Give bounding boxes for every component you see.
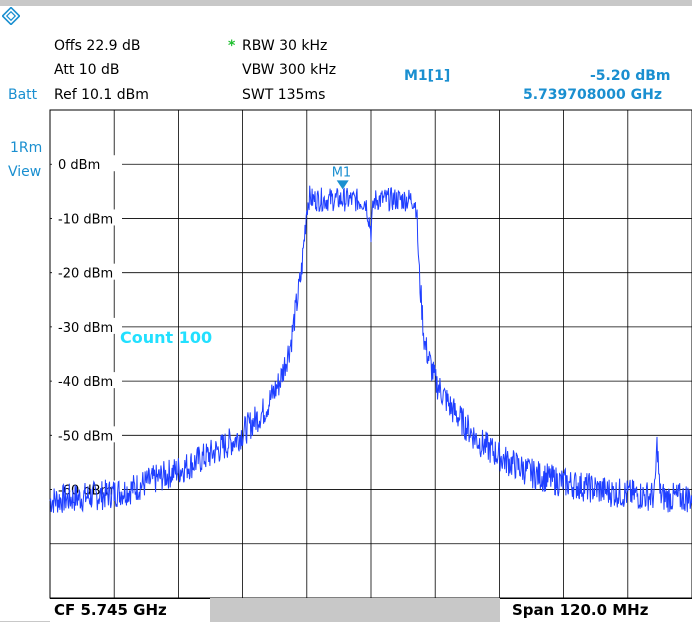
sweep-time-readout: SWT 135ms <box>242 87 326 103</box>
y-tick-label-bg <box>52 372 122 389</box>
center-frequency-box: CF 5.745 GHz <box>50 598 210 622</box>
marker-label: M1[1] <box>404 68 451 84</box>
y-tick-label-bg <box>52 209 122 226</box>
y-tick-label-bg <box>52 426 122 443</box>
rbw-readout: RBW 30 kHz <box>242 38 328 54</box>
y-tick-label-bg <box>52 317 122 334</box>
y-tick-label: -20 dBm <box>58 267 113 282</box>
y-tick-label: -40 dBm <box>58 375 113 390</box>
marker-name: M1 <box>332 165 352 180</box>
offset-readout: Offs 22.9 dB <box>54 38 141 54</box>
span-box: Span 120.0 MHz <box>500 598 692 622</box>
view-label: View <box>8 164 42 180</box>
rbw-modified-star: * <box>228 38 236 54</box>
marker-triangle <box>336 180 349 190</box>
y-tick-label-bg <box>52 263 122 280</box>
battery-label: Batt <box>8 87 38 103</box>
footer-gap <box>210 598 500 621</box>
trace-mode-label: 1Rm <box>10 140 43 156</box>
y-tick-label: -50 dBm <box>58 429 113 444</box>
reference-level-readout: Ref 10.1 dBm <box>54 87 149 103</box>
center-frequency-label: CF 5.745 GHz <box>54 601 167 619</box>
y-tick-label: -30 dBm <box>58 321 113 336</box>
brand-logo <box>1 6 21 26</box>
marker-level: -5.20 dBm <box>590 68 671 84</box>
y-tick-label-bg <box>52 155 122 172</box>
marker-frequency: 5.739708000 GHz <box>523 87 662 103</box>
spectrum-trace <box>49 185 692 513</box>
y-tick-label: 0 dBm <box>58 158 100 173</box>
vbw-readout: VBW 300 kHz <box>242 62 337 78</box>
sweep-count-annotation: Count 100 <box>120 328 212 347</box>
attenuation-readout: Att 10 dB <box>54 62 120 78</box>
span-label: Span 120.0 MHz <box>512 601 649 619</box>
y-tick-label: -10 dBm <box>58 212 113 227</box>
